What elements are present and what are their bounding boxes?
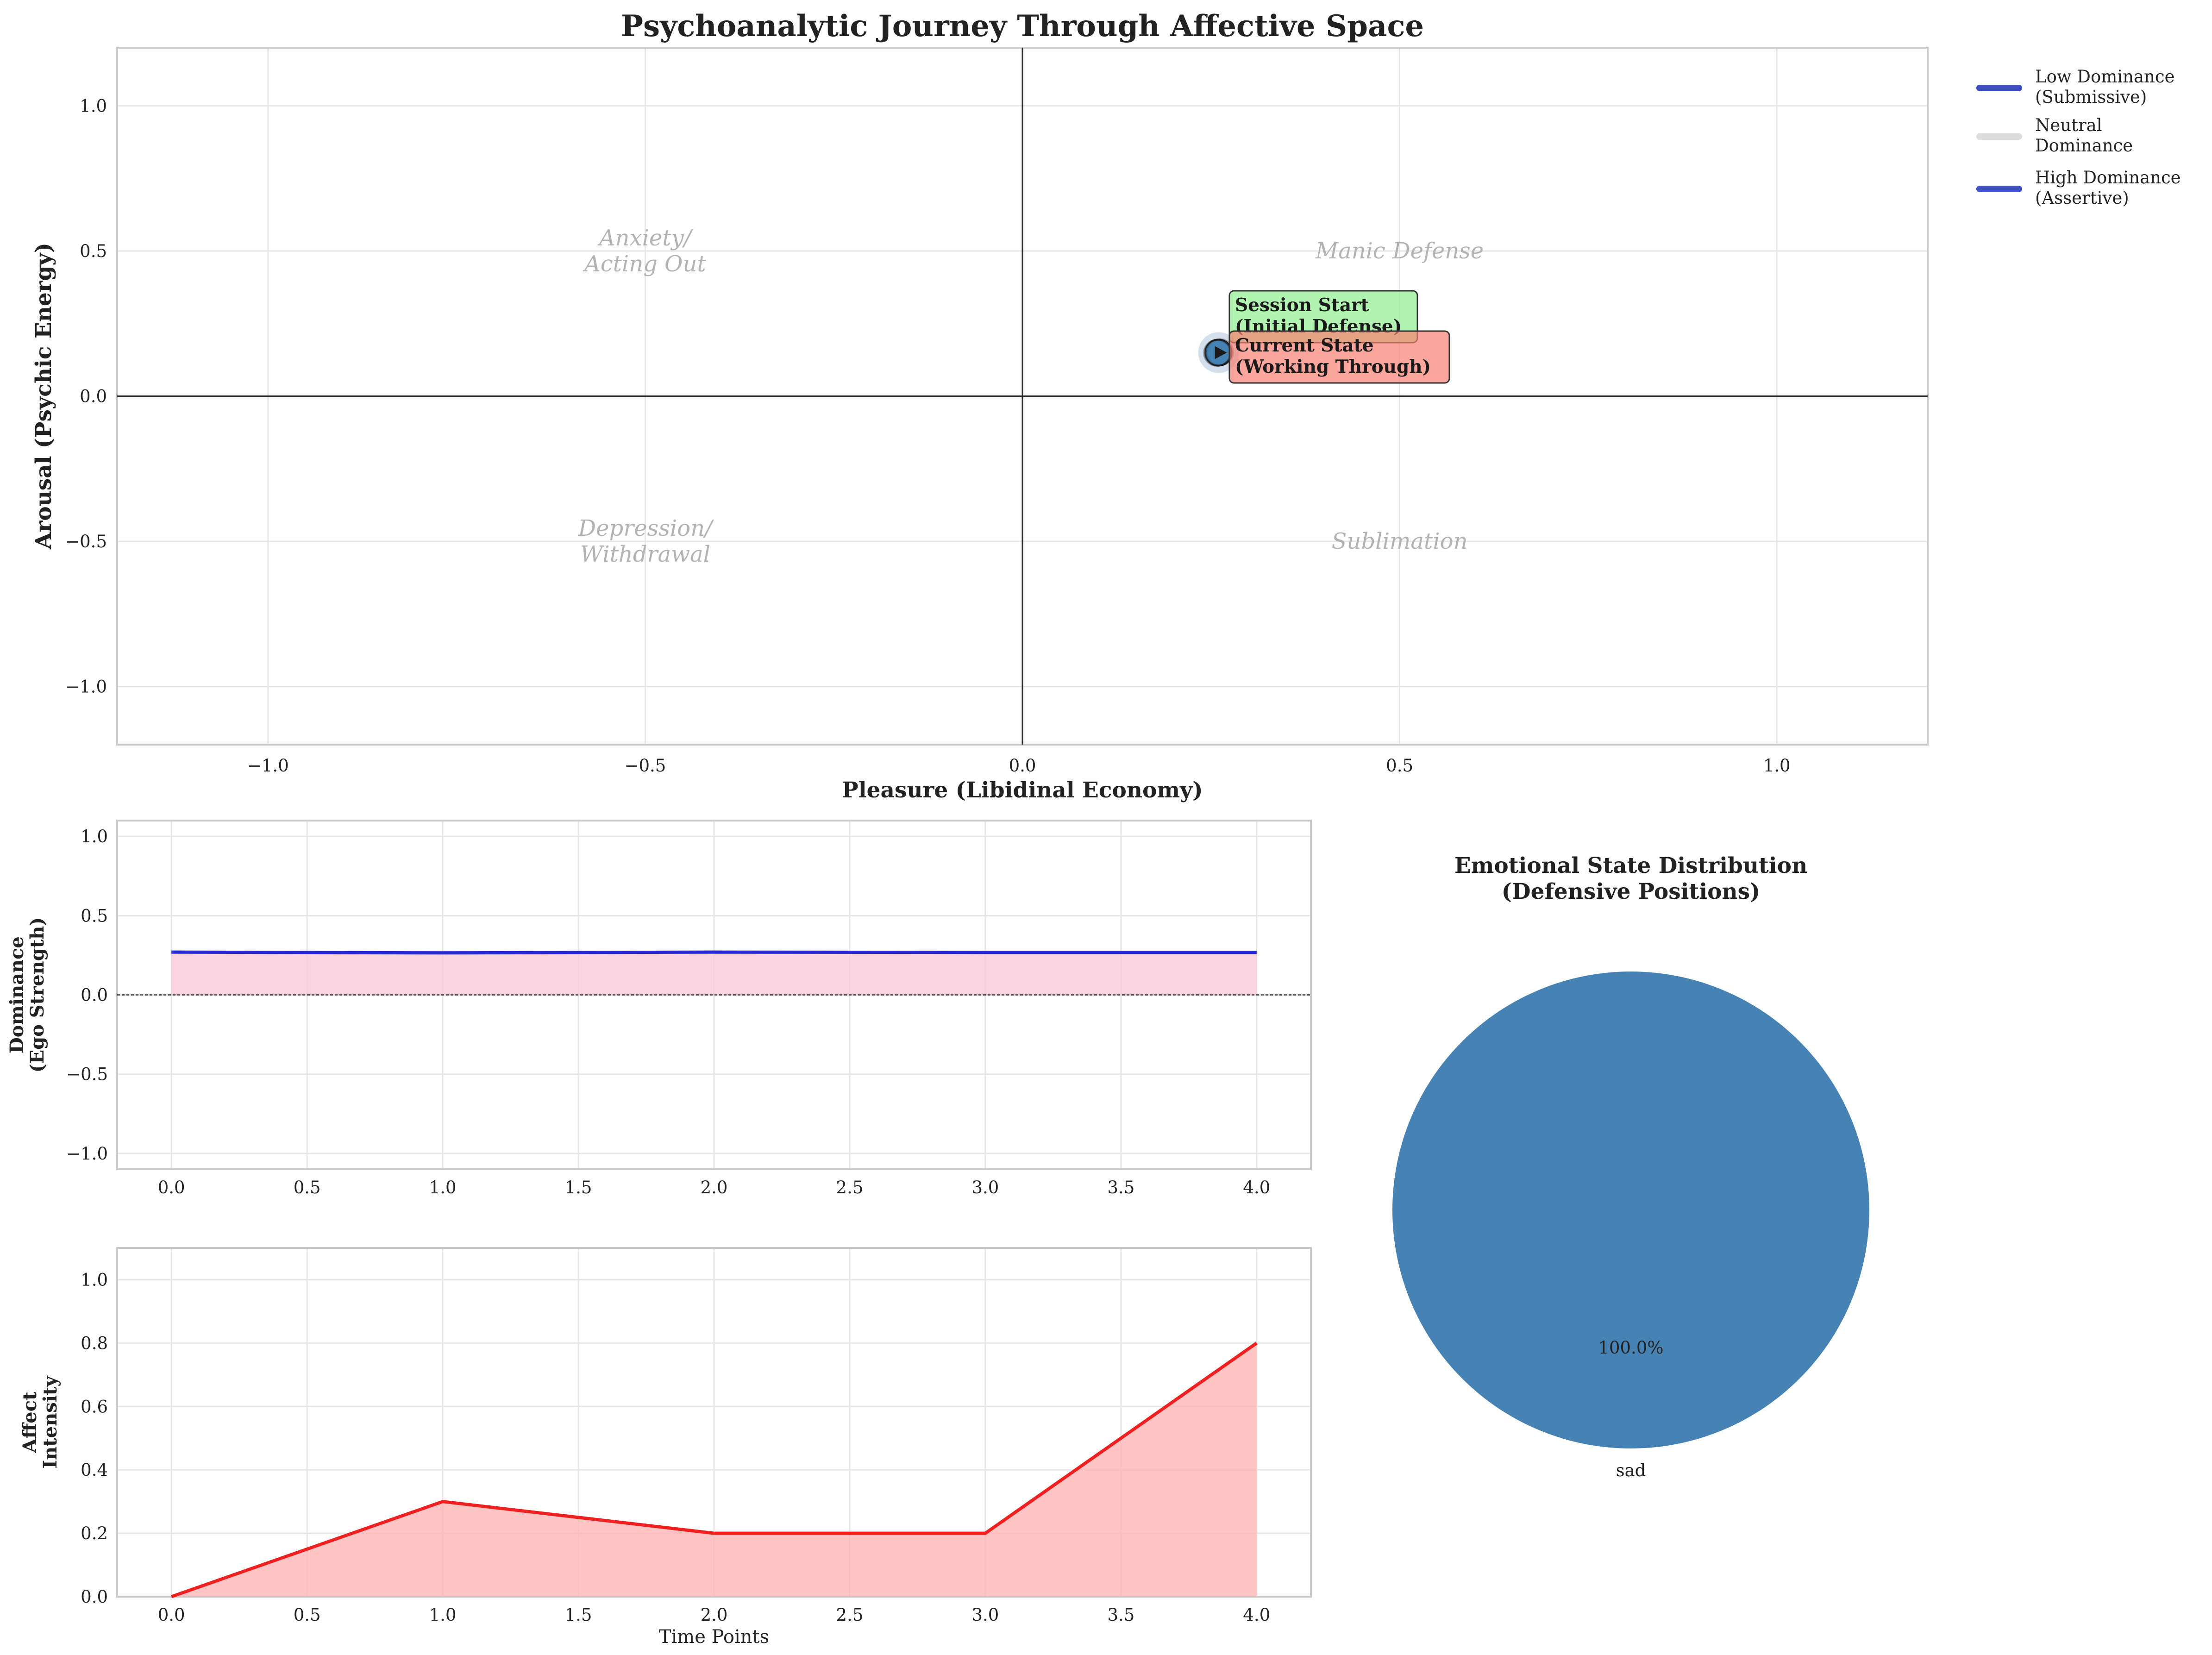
quadrant-label: Anxiety/Acting Out: [583, 225, 706, 277]
dominance-y-tick-labels: −1.0 −0.5 0.0 0.5 1.0: [66, 827, 108, 1164]
legend: Low Dominance (Submissive) Neutral Dominanc…: [1976, 67, 2181, 208]
dom-y-tick-label: 0.5: [81, 906, 108, 926]
main-y-axis-label: Arousal (Psychic Energy): [31, 243, 56, 550]
quadrant-label: Manic Defense: [1315, 238, 1484, 264]
affect-line: [171, 1342, 1258, 1599]
aff-x-tick-label: 3.5: [1107, 1605, 1134, 1625]
aff-x-tick-label: 3.0: [971, 1605, 999, 1625]
legend-label: Neutral Dominance: [2035, 115, 2133, 156]
affect-x-axis-label: Time Points: [659, 1626, 769, 1648]
aff-x-tick-label: 4.0: [1243, 1605, 1270, 1625]
main-y-tick-label: 1.0: [80, 96, 107, 116]
dom-x-tick-label: 0.5: [294, 1178, 321, 1197]
affect-y-tick-labels: 0.0 0.2 0.4 0.6 0.8 1.0: [81, 1270, 108, 1607]
legend-label: Low Dominance (Submissive): [2035, 67, 2174, 107]
dominance-y-axis-label: Dominance(Ego Strength): [6, 917, 48, 1072]
dominance-x-tick-labels: 0.0 0.5 1.0 1.5 2.0 2.5 3.0 3.5 4.0: [158, 1178, 1270, 1197]
pie-category-label: sad: [1616, 1461, 1646, 1480]
pie-percent-label: 100.0%: [1598, 1338, 1663, 1358]
dom-x-tick-label: 4.0: [1243, 1178, 1270, 1197]
pie-title: Emotional State Distribution (Defensive P…: [1454, 853, 1807, 904]
aff-x-tick-label: 2.5: [836, 1605, 864, 1625]
aff-y-tick-label: 1.0: [81, 1270, 108, 1290]
annotation-box: [1228, 330, 1450, 384]
main-x-tick-label: −1.0: [247, 756, 289, 776]
legend-label: High Dominance (Assertive): [2035, 168, 2181, 208]
annotation-label: Current State (Working Through): [1235, 335, 1431, 377]
quadrant-labels: Anxiety/Acting Out Manic Defense Depressio…: [578, 225, 1484, 567]
dom-x-tick-label: 2.0: [701, 1178, 728, 1197]
main-y-tick-label: 0.0: [80, 387, 107, 407]
dom-y-tick-label: 0.0: [81, 985, 108, 1005]
aff-x-tick-label: 1.5: [565, 1605, 592, 1625]
aff-y-tick-label: 0.0: [81, 1587, 108, 1607]
aff-x-tick-label: 0.5: [294, 1605, 321, 1625]
pie-slices: 100.0% sad: [1392, 972, 1869, 1480]
aff-y-tick-label: 0.2: [81, 1523, 108, 1543]
main-x-tick-labels: −1.0 −0.5 0.0 0.5 1.0: [247, 756, 1791, 776]
aff-x-tick-label: 1.0: [429, 1605, 457, 1625]
dom-x-tick-label: 1.5: [565, 1178, 592, 1197]
dom-x-tick-label: 1.0: [429, 1178, 457, 1197]
pie-slice: [1392, 972, 1869, 1448]
dom-y-tick-label: −0.5: [66, 1065, 108, 1085]
dom-x-tick-label: 3.5: [1107, 1178, 1134, 1197]
pie-panel: Emotional State Distribution (Defensive P…: [1392, 853, 1869, 1480]
dom-x-tick-label: 0.0: [158, 1178, 185, 1197]
main-x-tick-label: 0.5: [1386, 756, 1413, 776]
main-title: Psychoanalytic Journey Through Affective…: [621, 9, 1424, 44]
affect-panel: 0.0 0.5 1.0 1.5 2.0 2.5 3.0 3.5 4.0 0.0 0.2 0.4 0.6…: [19, 1247, 1312, 1648]
affect-x-tick-labels: 0.0 0.5 1.0 1.5 2.0 2.5 3.0 3.5 4.0: [158, 1605, 1270, 1625]
main-x-tick-label: 1.0: [1763, 756, 1791, 776]
trajectory-arrow: [1215, 346, 1227, 359]
quadrant-label: Depression/Withdrawal: [578, 515, 714, 567]
dominance-line: [171, 950, 1257, 955]
aff-y-tick-label: 0.8: [81, 1333, 108, 1353]
main-x-tick-label: −0.5: [624, 756, 666, 776]
dom-x-tick-label: 2.5: [836, 1178, 864, 1197]
main-y-tick-labels: −1.0 −0.5 0.0 0.5 1.0: [65, 96, 107, 696]
main-y-tick-label: −1.0: [65, 677, 107, 697]
dom-y-tick-label: 1.0: [81, 827, 108, 846]
main-y-tick-label: 0.5: [80, 241, 107, 261]
dom-x-tick-label: 3.0: [971, 1178, 999, 1197]
dominance-area: [171, 952, 1257, 995]
affective-space-panel: Anxiety/Acting Out Manic Defense Depressio…: [31, 9, 1929, 803]
aff-y-tick-label: 0.4: [81, 1460, 108, 1480]
dom-y-tick-label: −1.0: [66, 1144, 108, 1164]
dominance-panel: 0.0 0.5 1.0 1.5 2.0 2.5 3.0 3.5 4.0 −1.0−0.50.00…: [6, 820, 1312, 1197]
main-x-tick-label: 0.0: [1009, 756, 1036, 776]
affect-y-axis-label: AffectIntensity: [19, 1375, 61, 1469]
main-x-axis-label: Pleasure (Libidinal Economy): [842, 777, 1203, 803]
aff-y-tick-label: 0.6: [81, 1397, 108, 1417]
quadrant-label: Sublimation: [1332, 528, 1468, 554]
main-y-tick-label: −0.5: [65, 532, 107, 552]
annotations: Session Start (Initial Defense)Current St…: [1228, 290, 1450, 384]
aff-x-tick-label: 2.0: [701, 1605, 728, 1625]
aff-x-tick-label: 0.0: [158, 1605, 185, 1625]
